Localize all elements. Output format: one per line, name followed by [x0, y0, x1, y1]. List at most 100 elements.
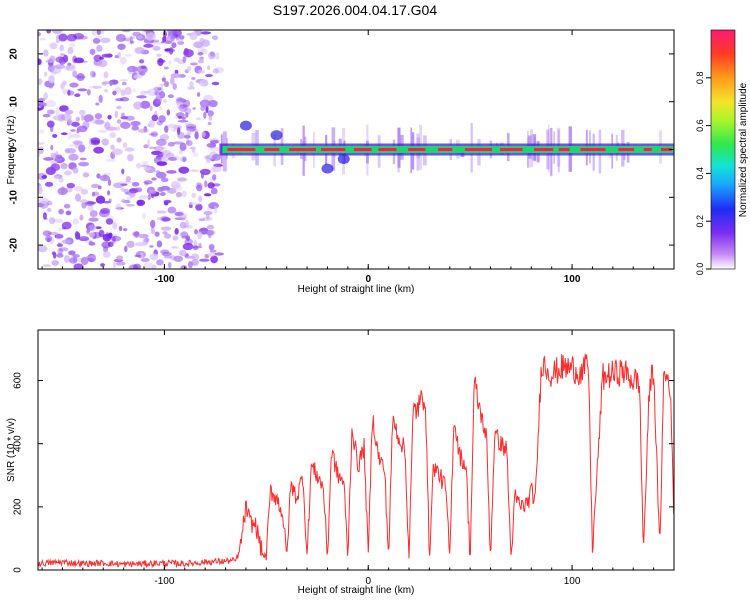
noise-speckle	[140, 252, 144, 259]
noise-speckle	[143, 144, 149, 149]
noise-speckle	[46, 208, 52, 212]
noise-speckle	[109, 80, 113, 87]
noise-speckle	[148, 146, 157, 150]
noise-speckle	[117, 43, 126, 50]
noise-speckle	[48, 217, 56, 225]
noise-speckle	[151, 177, 157, 181]
noise-speckle	[150, 219, 156, 229]
noise-speckle	[178, 104, 188, 113]
noise-speckle	[95, 102, 100, 106]
noise-speckle	[150, 131, 159, 138]
noise-speckle	[168, 60, 172, 65]
noise-speckle	[183, 134, 191, 139]
noise-speckle	[102, 246, 109, 253]
noise-speckle	[89, 210, 98, 218]
colorbar-frame	[710, 29, 736, 270]
noise-speckle	[78, 144, 86, 153]
noise-speckle	[153, 86, 162, 92]
noise-speckle	[93, 118, 104, 126]
noise-speckle	[176, 112, 185, 118]
noise-speckle	[189, 32, 198, 41]
noise-speckle	[56, 154, 63, 159]
noise-speckle	[71, 121, 80, 127]
noise-speckle	[214, 66, 224, 74]
noise-speckle	[79, 214, 84, 221]
noise-speckle	[139, 100, 151, 109]
noise-speckle	[151, 150, 162, 156]
colorbar-tick-label: 0.0	[695, 263, 705, 276]
noise-speckle	[191, 192, 197, 199]
noise-speckle	[134, 46, 145, 54]
spectrogram-ylabel: Frequency (Hz)	[6, 116, 17, 185]
noise-speckle	[167, 141, 175, 147]
noise-speckle	[174, 112, 178, 120]
snr-ticks: -100 0 100 0 200 400 600	[13, 330, 675, 587]
noise-speckle	[208, 202, 220, 210]
noise-speckle	[136, 95, 147, 99]
noise-speckle	[170, 255, 176, 261]
noise-speckle	[38, 184, 43, 192]
noise-speckle	[129, 187, 139, 194]
noise-speckle	[116, 255, 124, 261]
spectrogram-xtick-label: -100	[154, 274, 174, 285]
noise-speckle	[70, 134, 81, 139]
noise-speckle	[143, 43, 154, 48]
noise-speckle	[38, 78, 43, 85]
noise-speckle	[91, 191, 96, 197]
noise-speckle	[160, 40, 165, 44]
noise-speckle	[147, 123, 151, 127]
noise-speckle	[45, 167, 56, 175]
noise-speckle	[171, 184, 183, 192]
noise-speckle	[38, 32, 42, 37]
noise-speckle	[64, 170, 72, 176]
noise-speckle	[48, 75, 55, 84]
noise-speckle	[161, 217, 171, 222]
noise-speckle	[140, 65, 147, 69]
noise-speckle	[197, 59, 205, 64]
noise-speckle	[197, 231, 203, 240]
noise-speckle	[97, 59, 108, 68]
noise-speckle	[110, 144, 115, 150]
noise-speckle	[185, 126, 197, 132]
noise-speckle	[132, 231, 140, 237]
noise-speckle	[214, 252, 225, 256]
noise-speckle	[46, 30, 52, 34]
noise-speckle	[67, 132, 72, 140]
noise-speckle	[209, 249, 217, 253]
noise-speckle	[164, 48, 171, 52]
noise-speckle	[171, 246, 179, 249]
noise-speckle	[129, 40, 135, 44]
noise-speckle	[122, 228, 128, 232]
noise-speckle	[160, 215, 169, 222]
noise-speckle	[58, 33, 68, 42]
noise-speckle	[38, 58, 42, 66]
noise-speckle	[207, 65, 211, 71]
noise-speckle	[73, 57, 85, 64]
noise-speckle	[89, 232, 96, 238]
noise-speckle	[115, 33, 126, 42]
noise-speckle	[182, 156, 187, 163]
noise-speckle	[69, 257, 78, 264]
noise-speckle	[138, 195, 150, 200]
noise-speckle	[175, 191, 182, 198]
noise-speckle	[54, 234, 64, 239]
noise-speckle	[163, 98, 168, 103]
noise-speckle	[185, 124, 197, 129]
noise-speckle	[200, 230, 208, 234]
noise-speckle	[211, 35, 219, 41]
noise-speckle	[79, 199, 89, 203]
noise-speckle	[113, 182, 124, 189]
spectrogram-ytick-label: -20	[9, 237, 20, 252]
noise-speckle	[143, 237, 150, 243]
noise-speckle	[52, 71, 57, 76]
noise-speckle	[128, 264, 139, 269]
noise-speckle	[161, 146, 167, 155]
noise-speckle	[68, 42, 76, 48]
noise-speckle	[211, 81, 220, 86]
noise-speckle	[88, 224, 97, 232]
noise-speckle	[121, 81, 127, 86]
noise-speckle	[148, 120, 155, 128]
noise-speckle	[192, 245, 199, 251]
noise-speckle	[203, 210, 213, 216]
